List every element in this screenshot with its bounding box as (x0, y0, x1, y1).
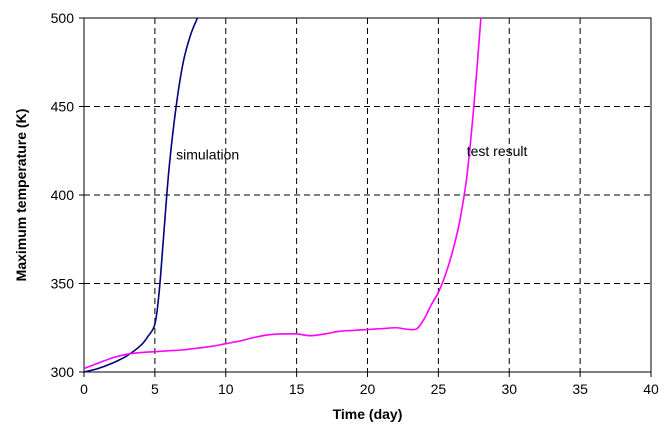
x-tick-label: 15 (289, 381, 305, 397)
x-axis-title: Time (day) (333, 406, 403, 422)
x-tick-label: 10 (218, 381, 234, 397)
series-lines (83, 17, 482, 373)
annotation-label: test result (467, 143, 528, 159)
annotations: simulation test result (176, 143, 527, 163)
x-tick-label: 40 (643, 381, 659, 397)
series-line-simulation (83, 17, 199, 373)
x-tick-label: 35 (572, 381, 588, 397)
y-tick-label: 500 (51, 10, 75, 26)
x-tick-label: 30 (501, 381, 517, 397)
x-tick-label: 5 (151, 381, 159, 397)
grid-lines (84, 18, 651, 372)
series-line-test-result (83, 17, 482, 370)
x-tick-label: 25 (431, 381, 447, 397)
annotation-label: simulation (176, 147, 239, 163)
y-tick-label: 350 (51, 276, 75, 292)
x-tick-label: 20 (360, 381, 376, 397)
x-tick-label: 0 (80, 381, 88, 397)
y-tick-label: 300 (51, 364, 75, 380)
y-tick-label: 450 (51, 99, 75, 115)
axis-ticks: 0 5 10 15 20 25 30 35 40 300 350 400 450 500 (51, 10, 659, 397)
y-tick-label: 400 (51, 187, 75, 203)
y-axis-title: Maximum temperature (K) (13, 109, 29, 282)
